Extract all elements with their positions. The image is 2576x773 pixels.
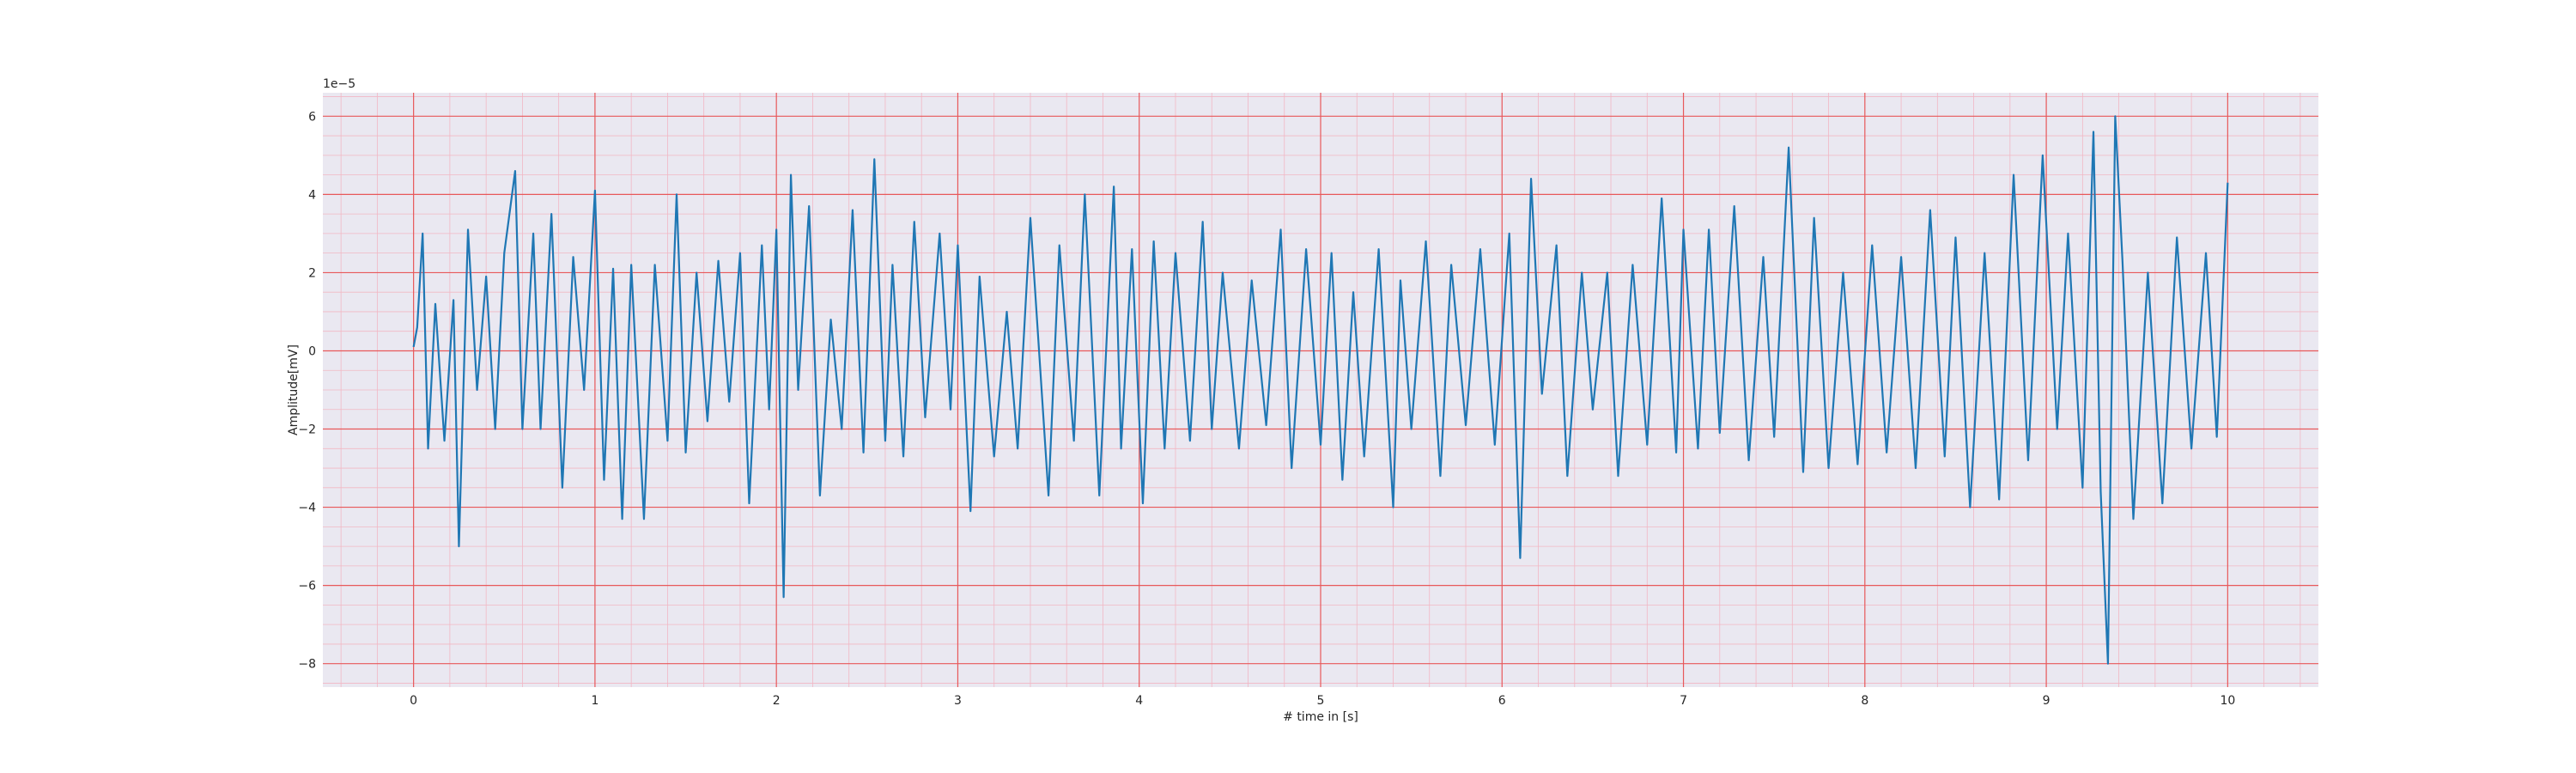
y-tick-label: −4 [298, 502, 316, 515]
y-tick-label: −6 [298, 580, 316, 593]
x-tick-label: 1 [591, 694, 598, 708]
y-axis-ticks: −8 −6 −4 −2 0 2 4 6 [298, 110, 316, 671]
x-axis-label: # time in [s] [1283, 710, 1358, 724]
x-tick-label: 6 [1498, 694, 1506, 708]
x-tick-label: 7 [1680, 694, 1687, 708]
y-axis-label: Amplitude[mV] [287, 344, 301, 435]
y-tick-label: 2 [308, 266, 316, 280]
y-axis-offset-label: 1e−5 [323, 77, 355, 91]
y-tick-label: −8 [298, 658, 316, 672]
x-tick-label: 9 [2043, 694, 2050, 708]
series-line-0 [412, 115, 2229, 665]
y-tick-label: 0 [308, 344, 316, 358]
x-tick-label: 4 [1135, 694, 1143, 708]
series-layer [412, 115, 2229, 665]
major-grid [323, 93, 2318, 687]
x-tick-label: 8 [1861, 694, 1868, 708]
y-tick-label: −2 [298, 423, 316, 437]
x-tick-label: 3 [954, 694, 962, 708]
x-axis-ticks: 0 1 2 3 4 5 6 7 8 9 10 [410, 694, 2235, 708]
x-tick-label: 0 [410, 694, 417, 708]
y-tick-label: 4 [308, 188, 316, 202]
x-tick-label: 5 [1317, 694, 1325, 708]
x-tick-label: 10 [2220, 694, 2235, 708]
y-tick-label: 6 [308, 110, 316, 124]
x-tick-label: 2 [773, 694, 781, 708]
